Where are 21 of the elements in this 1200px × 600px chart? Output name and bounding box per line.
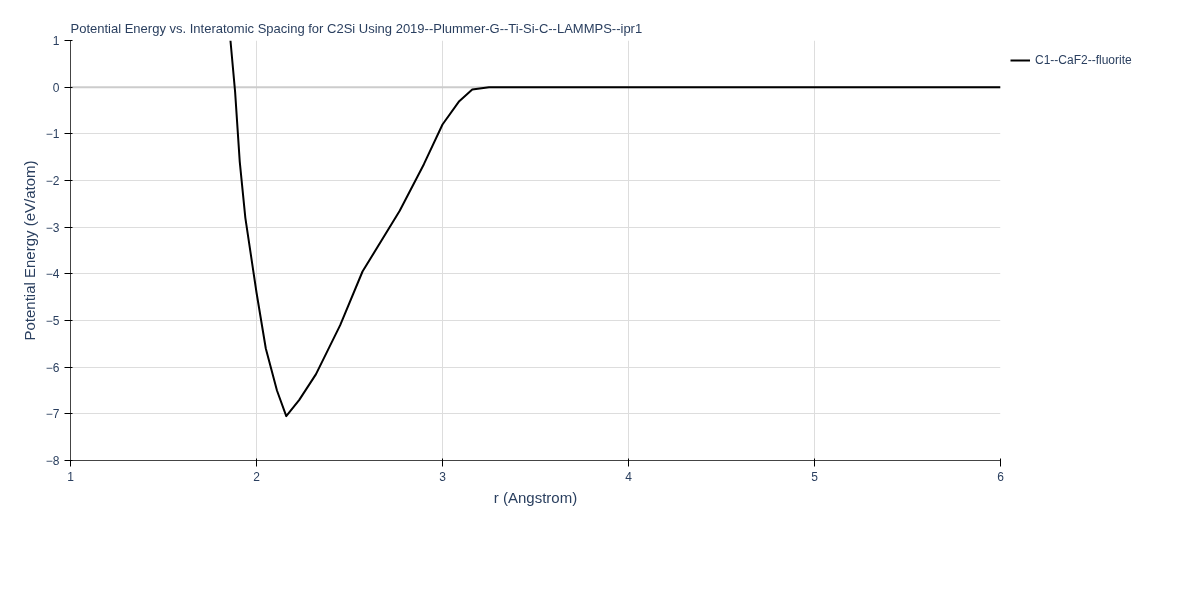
x-axis-title: r (Angstrom) xyxy=(493,488,578,506)
y-tick-label: 0 xyxy=(52,80,60,95)
y-tick-label: −2 xyxy=(45,174,60,188)
x-tick-label: 5 xyxy=(811,469,819,484)
y-tick-label: −7 xyxy=(45,407,60,422)
y-tick-label: −5 xyxy=(45,314,60,328)
line-series xyxy=(229,40,1001,418)
x-tick-label: 6 xyxy=(997,469,1005,484)
x-tick-label: 1 xyxy=(67,469,75,484)
y-tick-label: −8 xyxy=(45,454,60,468)
y-tick-label: −1 xyxy=(45,127,60,142)
y-axis-title: Potential Energy (eV/atom) xyxy=(20,160,38,341)
chart-title: Potential Energy vs. Interatomic Spacing for C2Si Using 2019--Plummer-G--Ti-Si-C--LAMMPS--ipr1 xyxy=(70,20,643,36)
x-tick-label: 2 xyxy=(253,469,261,484)
y-tick-label: −3 xyxy=(45,220,60,235)
y-tick-label: −6 xyxy=(45,360,60,375)
x-tick-label: 4 xyxy=(625,469,633,484)
legend-label: C1--CaF2--fluorite xyxy=(1035,53,1132,67)
x-tick-label: 3 xyxy=(439,469,447,484)
y-tick-label: 1 xyxy=(52,34,60,48)
y-tick-label: −4 xyxy=(45,267,60,282)
